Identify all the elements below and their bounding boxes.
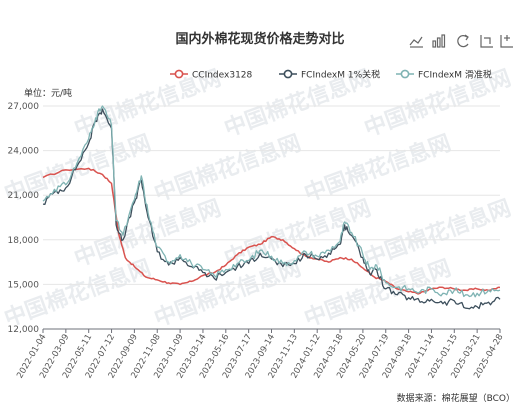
legend-item[interactable]: FCIndexM 滑准税 [396, 69, 492, 81]
legend[interactable]: CCIndex3128 FCIndexM 1%关税 FCIndexM 滑准税 [170, 69, 492, 81]
grid-lines [43, 105, 500, 330]
zoom-icon[interactable] [480, 35, 493, 48]
watermark-layer: 中国棉花信息网中国棉花信息网中国棉花信息网中国棉花信息网中国棉花信息网中国棉花信… [1, 65, 515, 332]
y-tick-label: 12,000 [8, 325, 40, 335]
refresh-icon[interactable] [457, 34, 469, 48]
toolbox[interactable] [409, 34, 513, 48]
y-tick-label: 27,000 [8, 102, 40, 112]
legend-item[interactable]: FCIndexM 1%关税 [279, 69, 380, 81]
y-tick-label: 21,000 [8, 191, 40, 201]
y-tick-label: 18,000 [8, 236, 40, 246]
legend-marker [400, 69, 410, 79]
y-tick-label: 15,000 [8, 280, 40, 290]
legend-label: CCIndex3128 [192, 71, 253, 81]
series-layer [42, 105, 501, 310]
legend-label: FCIndexM 滑准税 [418, 69, 492, 81]
series-line-3 [42, 105, 501, 298]
legend-item[interactable]: CCIndex3128 [170, 69, 253, 81]
y-tick-label: 24,000 [8, 147, 40, 157]
series-line-1 [42, 167, 500, 295]
y-axis: 12,000 15,000 18,000 21,000 24,000 27,000 [8, 102, 40, 335]
legend-marker [283, 69, 293, 79]
line-chart-icon[interactable] [409, 36, 423, 48]
bar-chart-icon[interactable] [432, 34, 446, 48]
legend-label: FCIndexM 1%关税 [301, 69, 380, 81]
x-axis: 2022-01-042022-03-092022-05-112022-07-12… [15, 328, 506, 380]
unit-label: 单位：元/吨 [24, 87, 72, 99]
chart-title: 国内外棉花现货价格走势对比 [175, 31, 344, 47]
legend-marker [174, 69, 184, 79]
zoom-reset-icon[interactable] [500, 35, 513, 48]
data-source: 数据来源：棉花展望（BCO） [397, 392, 515, 404]
